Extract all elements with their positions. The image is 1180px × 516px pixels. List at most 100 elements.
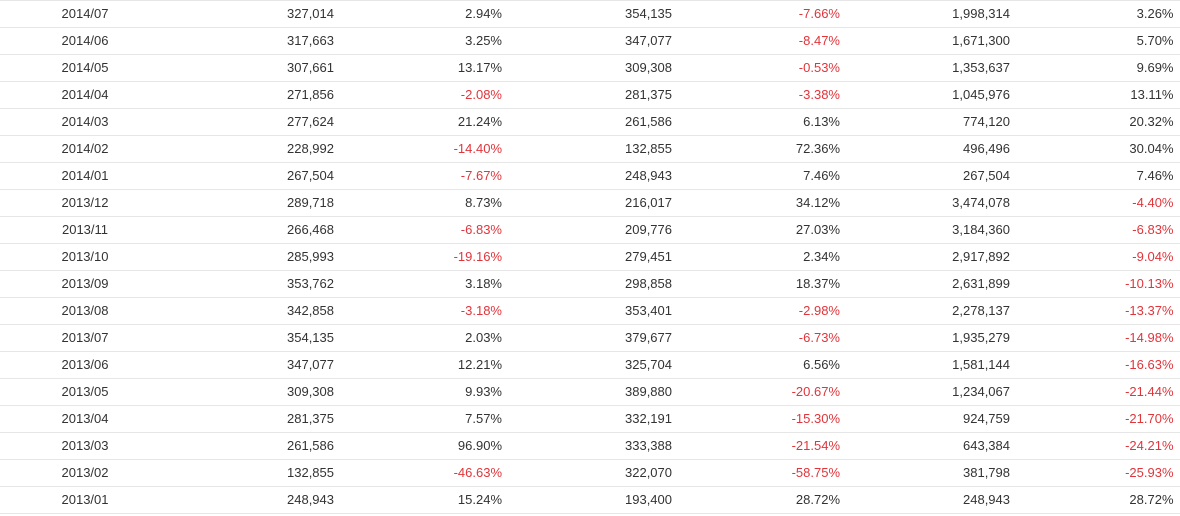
value-a-cell: 277,624 bbox=[170, 108, 340, 136]
table-row: 2014/05 307,661 13.17% 309,308 -0.53% 1,353,6… bbox=[0, 54, 1180, 82]
table-row: 2013/06 347,077 12.21% 325,704 6.56% 1,581,14… bbox=[0, 351, 1180, 379]
value-a-cell: 309,308 bbox=[170, 378, 340, 406]
change-b-cell: -21.54% bbox=[678, 432, 846, 460]
month-cell: 2013/09 bbox=[0, 270, 170, 298]
value-b-cell: 347,077 bbox=[508, 27, 678, 55]
month-cell: 2013/01 bbox=[0, 486, 170, 514]
cumulative-change-cell: -4.40% bbox=[1016, 189, 1180, 217]
value-b-cell: 216,017 bbox=[508, 189, 678, 217]
change-a-cell: 3.25% bbox=[340, 27, 508, 55]
change-a-cell: 12.21% bbox=[340, 351, 508, 379]
table-row: 2013/07 354,135 2.03% 379,677 -6.73% 1,935,27… bbox=[0, 324, 1180, 352]
value-a-cell: 132,855 bbox=[170, 459, 340, 487]
change-b-cell: 2.34% bbox=[678, 243, 846, 271]
value-a-cell: 271,856 bbox=[170, 81, 340, 109]
change-a-cell: 2.03% bbox=[340, 324, 508, 352]
cumulative-change-cell: 13.11% bbox=[1016, 81, 1180, 109]
cumulative-change-cell: -24.21% bbox=[1016, 432, 1180, 460]
table-row: 2014/03 277,624 21.24% 261,586 6.13% 774,120 2… bbox=[0, 108, 1180, 136]
cumulative-cell: 2,278,137 bbox=[846, 297, 1016, 325]
month-cell: 2014/02 bbox=[0, 135, 170, 163]
value-b-cell: 332,191 bbox=[508, 405, 678, 433]
change-a-cell: 21.24% bbox=[340, 108, 508, 136]
cumulative-change-cell: -21.44% bbox=[1016, 378, 1180, 406]
value-a-cell: 317,663 bbox=[170, 27, 340, 55]
month-cell: 2013/05 bbox=[0, 378, 170, 406]
value-a-cell: 266,468 bbox=[170, 216, 340, 244]
cumulative-change-cell: -9.04% bbox=[1016, 243, 1180, 271]
table-row: 2014/04 271,856 -2.08% 281,375 -3.38% 1,045,9… bbox=[0, 81, 1180, 109]
value-a-cell: 354,135 bbox=[170, 324, 340, 352]
table-row: 2014/07 327,014 2.94% 354,135 -7.66% 1,998,31… bbox=[0, 0, 1180, 28]
change-b-cell: -0.53% bbox=[678, 54, 846, 82]
value-b-cell: 379,677 bbox=[508, 324, 678, 352]
month-cell: 2014/04 bbox=[0, 81, 170, 109]
month-cell: 2013/07 bbox=[0, 324, 170, 352]
cumulative-change-cell: -21.70% bbox=[1016, 405, 1180, 433]
month-cell: 2013/06 bbox=[0, 351, 170, 379]
change-a-cell: -3.18% bbox=[340, 297, 508, 325]
table-row: 2014/01 267,504 -7.67% 248,943 7.46% 267,504 7… bbox=[0, 162, 1180, 190]
cumulative-change-cell: 7.46% bbox=[1016, 162, 1180, 190]
change-b-cell: -7.66% bbox=[678, 0, 846, 28]
value-a-cell: 289,718 bbox=[170, 189, 340, 217]
value-a-cell: 281,375 bbox=[170, 405, 340, 433]
change-a-cell: 3.18% bbox=[340, 270, 508, 298]
cumulative-cell: 381,798 bbox=[846, 459, 1016, 487]
cumulative-cell: 2,631,899 bbox=[846, 270, 1016, 298]
change-b-cell: 28.72% bbox=[678, 486, 846, 514]
value-a-cell: 347,077 bbox=[170, 351, 340, 379]
cumulative-cell: 924,759 bbox=[846, 405, 1016, 433]
month-cell: 2014/07 bbox=[0, 0, 170, 28]
cumulative-change-cell: -6.83% bbox=[1016, 216, 1180, 244]
change-b-cell: 7.46% bbox=[678, 162, 846, 190]
cumulative-change-cell: -10.13% bbox=[1016, 270, 1180, 298]
table-row: 2014/02 228,992 -14.40% 132,855 72.36% 496,49… bbox=[0, 135, 1180, 163]
change-a-cell: -14.40% bbox=[340, 135, 508, 163]
cumulative-cell: 3,474,078 bbox=[846, 189, 1016, 217]
value-b-cell: 354,135 bbox=[508, 0, 678, 28]
table-row: 2013/02 132,855 -46.63% 322,070 -58.75% 381,7… bbox=[0, 459, 1180, 487]
value-b-cell: 322,070 bbox=[508, 459, 678, 487]
cumulative-change-cell: 9.69% bbox=[1016, 54, 1180, 82]
cumulative-cell: 1,045,976 bbox=[846, 81, 1016, 109]
cumulative-change-cell: 28.72% bbox=[1016, 486, 1180, 514]
change-b-cell: -2.98% bbox=[678, 297, 846, 325]
value-b-cell: 298,858 bbox=[508, 270, 678, 298]
change-b-cell: 34.12% bbox=[678, 189, 846, 217]
value-a-cell: 228,992 bbox=[170, 135, 340, 163]
table-row: 2013/11 266,468 -6.83% 209,776 27.03% 3,184,3… bbox=[0, 216, 1180, 244]
cumulative-cell: 1,581,144 bbox=[846, 351, 1016, 379]
month-cell: 2013/12 bbox=[0, 189, 170, 217]
change-a-cell: -6.83% bbox=[340, 216, 508, 244]
cumulative-change-cell: 20.32% bbox=[1016, 108, 1180, 136]
value-b-cell: 209,776 bbox=[508, 216, 678, 244]
value-a-cell: 327,014 bbox=[170, 0, 340, 28]
month-cell: 2014/03 bbox=[0, 108, 170, 136]
cumulative-cell: 2,917,892 bbox=[846, 243, 1016, 271]
change-a-cell: 2.94% bbox=[340, 0, 508, 28]
table-row: 2013/12 289,718 8.73% 216,017 34.12% 3,474,07… bbox=[0, 189, 1180, 217]
table-row: 2013/08 342,858 -3.18% 353,401 -2.98% 2,278,1… bbox=[0, 297, 1180, 325]
cumulative-cell: 1,671,300 bbox=[846, 27, 1016, 55]
change-b-cell: -58.75% bbox=[678, 459, 846, 487]
cumulative-cell: 248,943 bbox=[846, 486, 1016, 514]
cumulative-change-cell: 5.70% bbox=[1016, 27, 1180, 55]
value-b-cell: 309,308 bbox=[508, 54, 678, 82]
change-a-cell: 9.93% bbox=[340, 378, 508, 406]
cumulative-change-cell: 30.04% bbox=[1016, 135, 1180, 163]
cumulative-change-cell: -16.63% bbox=[1016, 351, 1180, 379]
value-b-cell: 248,943 bbox=[508, 162, 678, 190]
value-b-cell: 281,375 bbox=[508, 81, 678, 109]
value-b-cell: 325,704 bbox=[508, 351, 678, 379]
change-a-cell: 15.24% bbox=[340, 486, 508, 514]
cumulative-cell: 1,998,314 bbox=[846, 0, 1016, 28]
table-row: 2013/01 248,943 15.24% 193,400 28.72% 248,943… bbox=[0, 486, 1180, 514]
change-a-cell: -7.67% bbox=[340, 162, 508, 190]
change-a-cell: -19.16% bbox=[340, 243, 508, 271]
table-row: 2013/04 281,375 7.57% 332,191 -15.30% 924,759… bbox=[0, 405, 1180, 433]
month-cell: 2014/01 bbox=[0, 162, 170, 190]
change-a-cell: 8.73% bbox=[340, 189, 508, 217]
change-b-cell: -15.30% bbox=[678, 405, 846, 433]
